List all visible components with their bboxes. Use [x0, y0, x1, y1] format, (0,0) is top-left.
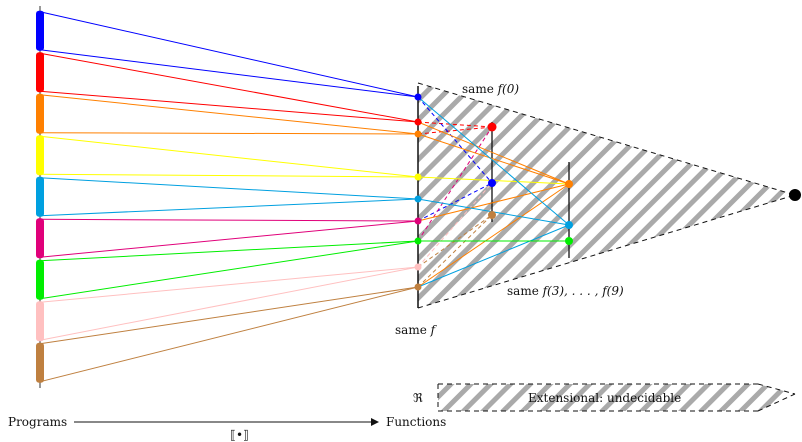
label-R: ℜ: [413, 391, 423, 405]
function-dot: [414, 237, 422, 245]
mapping-line: [39, 266, 419, 303]
mapping-line: [417, 133, 570, 185]
mapping-line: [39, 266, 419, 341]
function-dot: [487, 122, 497, 132]
function-dot: [565, 221, 573, 229]
mapping-line: [39, 132, 419, 135]
mapping-line: [39, 240, 419, 300]
mapping-line: [39, 94, 419, 135]
label-functions: Functions: [386, 415, 446, 429]
mapping-line: [417, 183, 570, 288]
function-dots: [414, 93, 573, 291]
mapping-dashed-line: [417, 121, 493, 128]
function-dot: [414, 118, 422, 126]
label-programs: Programs: [8, 415, 67, 429]
mapping-line: [39, 240, 419, 262]
program-segment: [36, 176, 44, 217]
program-segment: [36, 93, 44, 134]
mapping-dashed-line: [417, 126, 493, 135]
band-dashed-border: [437, 383, 796, 412]
mapping-lines: [39, 11, 570, 383]
mapping-line: [39, 52, 419, 123]
mapping-line: [39, 286, 419, 383]
mapping-line: [417, 96, 570, 226]
mapping-dashed-line: [417, 182, 493, 268]
mapping-line: [39, 286, 419, 345]
mapping-line: [417, 121, 570, 185]
program-segment: [36, 135, 44, 176]
program-segment: [36, 218, 44, 259]
program-segment: [36, 259, 44, 300]
mapping-dashed-line: [417, 214, 493, 288]
function-dot: [414, 93, 422, 101]
program-segments: [36, 10, 44, 383]
wedge-dashed-border: [417, 82, 796, 309]
program-segment: [36, 301, 44, 342]
function-dot: [414, 217, 422, 225]
mapping-line: [39, 218, 419, 222]
function-dot: [565, 237, 573, 245]
label-same-f0: same f(0): [462, 82, 519, 96]
function-dot: [565, 180, 573, 188]
label-extensional: Extensional: undecidable: [528, 391, 681, 405]
program-segment: [36, 10, 44, 51]
mapping-line: [39, 135, 419, 178]
mapping-line: [39, 177, 419, 200]
mapping-line: [39, 90, 419, 123]
function-dot: [414, 173, 422, 181]
function-dot: [414, 195, 422, 203]
mapping-line: [417, 183, 570, 222]
hatched-wedge-large: [418, 83, 795, 308]
mapping-dashed-line: [417, 96, 493, 184]
function-dot: [414, 263, 422, 271]
function-dot: [414, 283, 422, 291]
mapping-line: [39, 11, 419, 98]
mapping-line: [39, 220, 419, 258]
program-segment: [36, 52, 44, 93]
mapping-line: [417, 224, 570, 288]
program-segment: [36, 342, 44, 383]
label-same-f: same f: [395, 323, 438, 337]
hatched-band-extensional: [438, 384, 795, 411]
mapping-line: [39, 49, 419, 98]
function-dot: [414, 130, 422, 138]
label-same-f3-f9: same f(3), . . . , f(9): [507, 284, 624, 298]
function-dot: [488, 179, 496, 187]
function-dot: [488, 211, 496, 219]
mapping-line: [39, 198, 419, 217]
mapping-dashed-line: [417, 126, 493, 242]
mapping-line: [39, 173, 419, 178]
label-semantics-bracket: ⟦•⟧: [230, 428, 249, 442]
single-function-dot: [789, 189, 801, 201]
